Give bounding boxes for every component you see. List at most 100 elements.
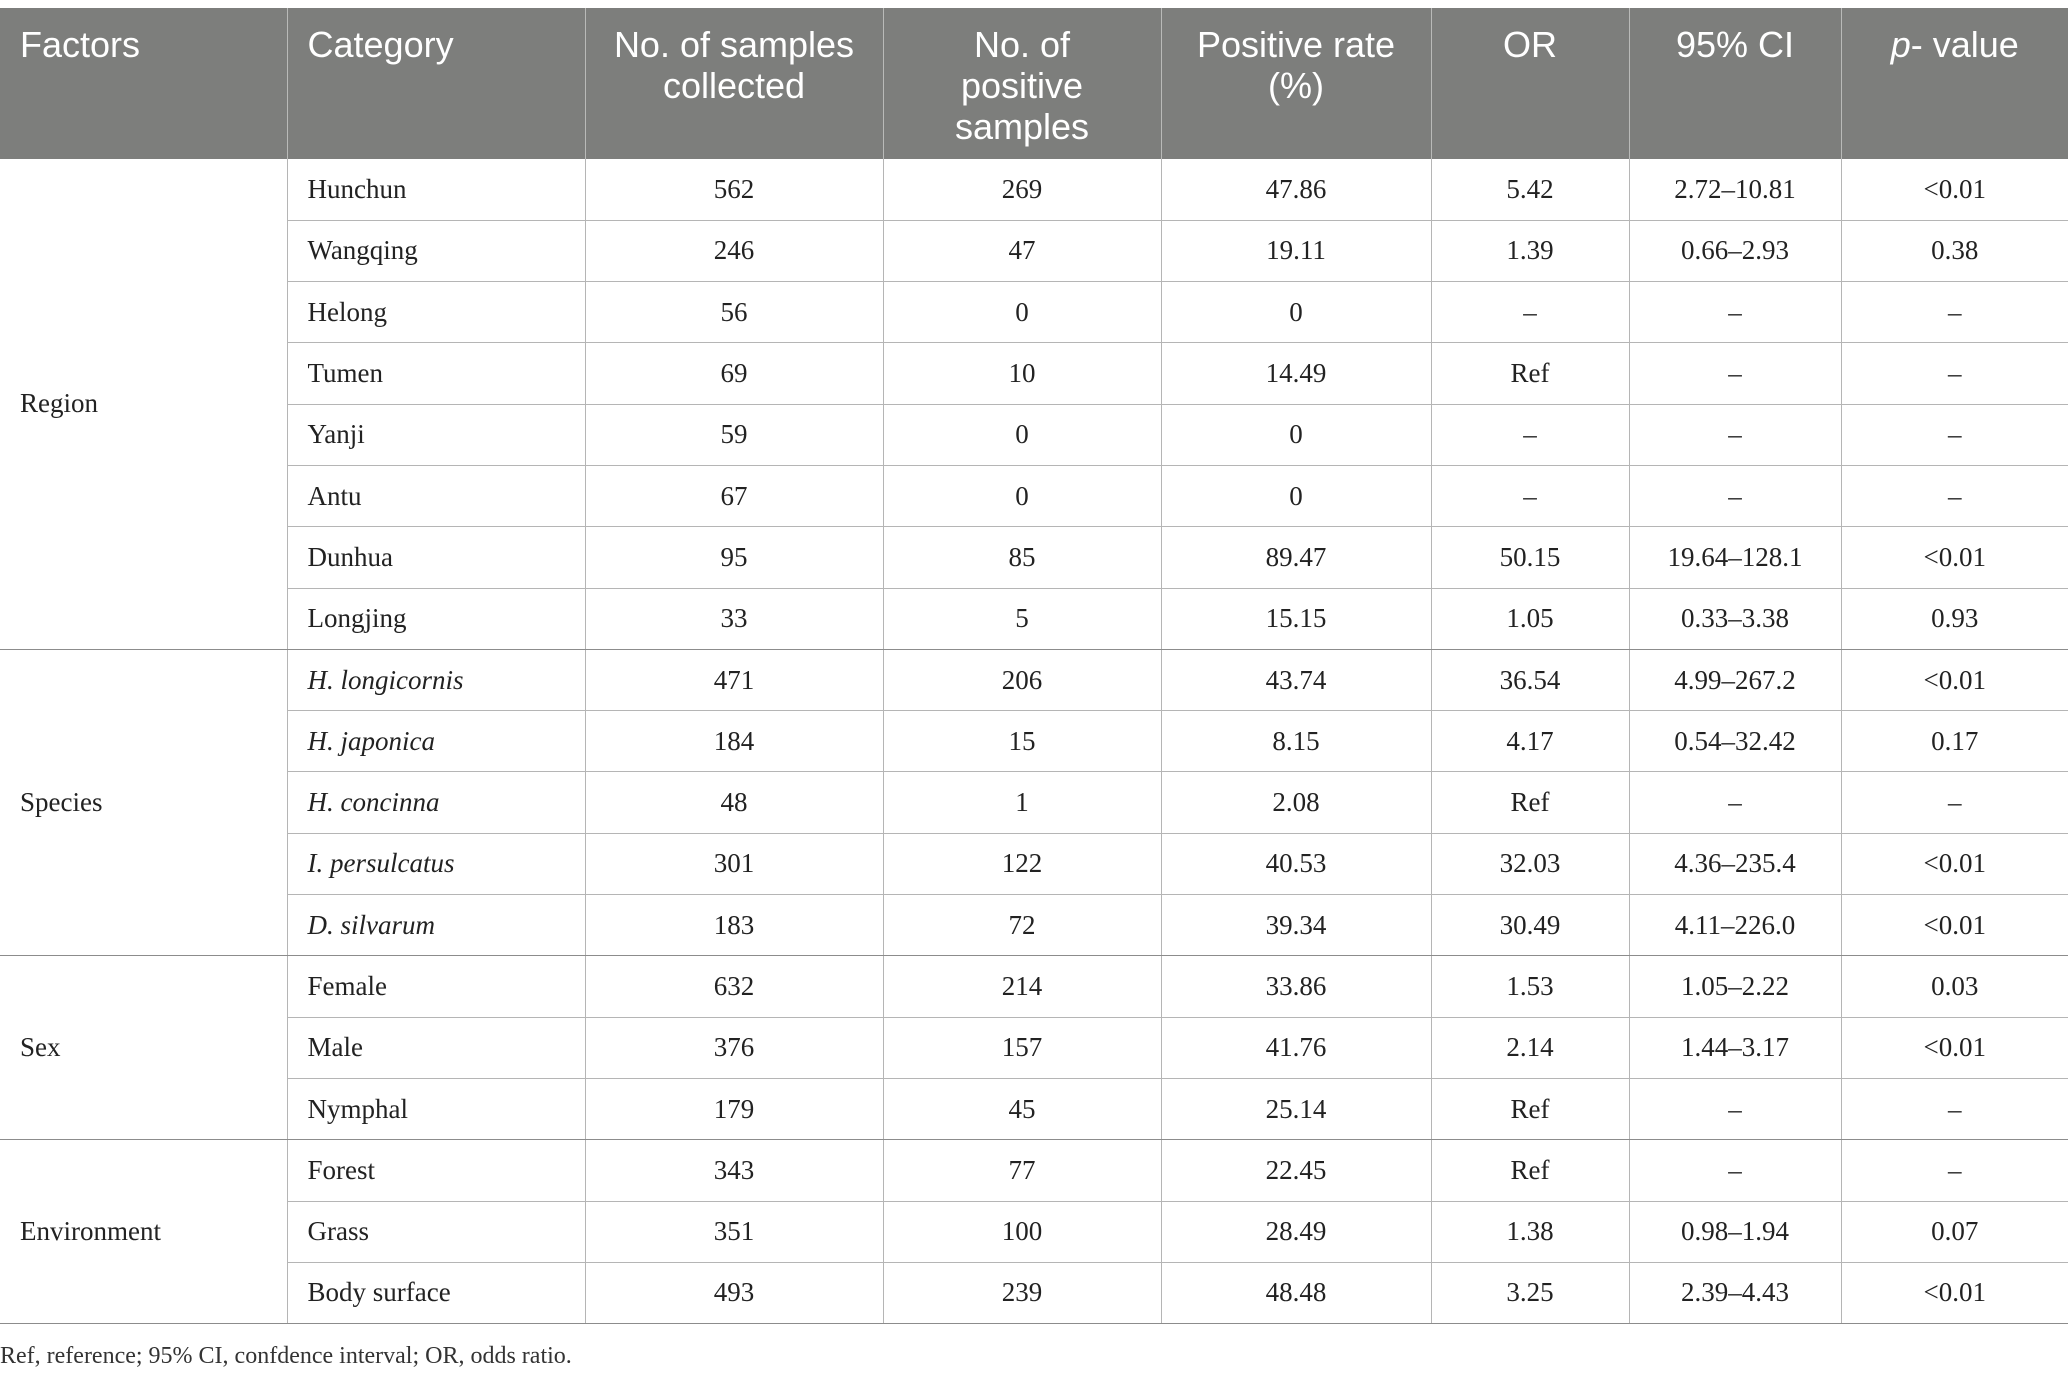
- cell-odds-ratio: 36.54: [1431, 649, 1630, 712]
- header-factors: Factors: [0, 8, 288, 159]
- cell-positive-samples: 15: [883, 710, 1162, 773]
- cell-confidence-interval: 4.99–267.2: [1629, 649, 1842, 712]
- cell-positive-rate: 43.74: [1161, 649, 1432, 712]
- table-row: Nymphal 179 45 25.14 Ref – –: [0, 1078, 2068, 1141]
- cell-p-value: –: [1841, 1078, 2068, 1141]
- cell-positive-samples: 206: [883, 649, 1162, 712]
- cell-samples-collected: 69: [585, 342, 884, 405]
- cell-category: Grass: [287, 1201, 586, 1263]
- data-table-wrapper: Factors Category No. of samples collecte…: [0, 8, 2068, 1325]
- cell-p-value: –: [1841, 1139, 2068, 1202]
- cell-positive-rate: 15.15: [1161, 588, 1432, 650]
- table-row: Sex Female 632 214 33.86 1.53 1.05–2.22 0.03: [0, 955, 2068, 1141]
- cell-p-value: –: [1841, 342, 2068, 405]
- table-row: H. japonica 184 15 8.15 4.17 0.54–32.42 0.17: [0, 710, 2068, 773]
- cell-confidence-interval: 0.98–1.94: [1629, 1201, 1842, 1263]
- table-row: D. silvarum 183 72 39.34 30.49 4.11–226.0 <0.0…: [0, 894, 2068, 957]
- cell-p-value: <0.01: [1841, 1262, 2068, 1325]
- cell-category: Body surface: [287, 1262, 586, 1325]
- cell-samples-collected: 59: [585, 404, 884, 466]
- table-footnote: Ref, reference; 95% CI, confdence interv…: [0, 1343, 572, 1369]
- cell-positive-samples: 239: [883, 1262, 1162, 1325]
- table-header: Factors Category No. of samples collecte…: [0, 8, 2068, 159]
- table-row: Wangqing 246 47 19.11 1.39 0.66–2.93 0.38: [0, 220, 2068, 283]
- table-row: Male 376 157 41.76 2.14 1.44–3.17 <0.01: [0, 1017, 2068, 1079]
- cell-positive-rate: 41.76: [1161, 1017, 1432, 1079]
- cell-confidence-interval: 1.44–3.17: [1629, 1017, 1842, 1079]
- cell-p-value: –: [1841, 465, 2068, 528]
- cell-confidence-interval: 19.64–128.1: [1629, 526, 1842, 589]
- cell-odds-ratio: 50.15: [1431, 526, 1630, 589]
- cell-category: Wangqing: [287, 220, 586, 283]
- cell-positive-samples: 10: [883, 342, 1162, 405]
- risk-factors-table: Factors Category No. of samples collecte…: [0, 8, 2068, 1325]
- cell-odds-ratio: –: [1431, 404, 1630, 466]
- cell-category: Nymphal: [287, 1078, 586, 1141]
- cell-positive-rate: 89.47: [1161, 526, 1432, 589]
- cell-category: H. japonica: [287, 710, 586, 773]
- cell-samples-collected: 184: [585, 710, 884, 773]
- cell-positive-rate: 28.49: [1161, 1201, 1432, 1263]
- cell-odds-ratio: 2.14: [1431, 1017, 1630, 1079]
- cell-positive-samples: 100: [883, 1201, 1162, 1263]
- cell-category: Tumen: [287, 342, 586, 405]
- cell-positive-rate: 14.49: [1161, 342, 1432, 405]
- cell-category: Dunhua: [287, 526, 586, 589]
- cell-category: Forest: [287, 1139, 586, 1202]
- cell-samples-collected: 493: [585, 1262, 884, 1325]
- cell-odds-ratio: –: [1431, 281, 1630, 344]
- table-row: H. concinna 48 1 2.08 Ref – –: [0, 771, 2068, 834]
- cell-category: Antu: [287, 465, 586, 528]
- cell-category: H. longicornis: [287, 649, 586, 712]
- cell-confidence-interval: 2.72–10.81: [1629, 159, 1842, 221]
- cell-positive-rate: 0: [1161, 404, 1432, 466]
- header-samples-collected: No. of samples collected: [585, 8, 884, 159]
- cell-samples-collected: 179: [585, 1078, 884, 1141]
- cell-confidence-interval: 2.39–4.43: [1629, 1262, 1842, 1325]
- cell-odds-ratio: 3.25: [1431, 1262, 1630, 1325]
- cell-odds-ratio: Ref: [1431, 771, 1630, 834]
- cell-samples-collected: 471: [585, 649, 884, 712]
- cell-positive-samples: 72: [883, 894, 1162, 957]
- cell-odds-ratio: Ref: [1431, 1139, 1630, 1202]
- cell-positive-samples: 5: [883, 588, 1162, 650]
- cell-positive-rate: 25.14: [1161, 1078, 1432, 1141]
- cell-category: Female: [287, 955, 586, 1018]
- cell-odds-ratio: Ref: [1431, 342, 1630, 405]
- header-row: Factors Category No. of samples collecte…: [0, 8, 2068, 159]
- cell-category: Yanji: [287, 404, 586, 466]
- table-row: Antu 67 0 0– – –: [0, 465, 2068, 528]
- cell-positive-samples: 1: [883, 771, 1162, 834]
- cell-factor: Region: [0, 159, 288, 650]
- cell-confidence-interval: –: [1629, 1078, 1842, 1141]
- cell-positive-samples: 0: [883, 404, 1162, 466]
- cell-positive-samples: 85: [883, 526, 1162, 589]
- table-row: I. persulcatus 301 122 40.53 32.03 4.36–235.4…: [0, 833, 2068, 896]
- cell-category: Helong: [287, 281, 586, 344]
- cell-positive-rate: 33.86: [1161, 955, 1432, 1018]
- cell-odds-ratio: 32.03: [1431, 833, 1630, 896]
- header-confidence-interval: 95% CI: [1629, 8, 1842, 159]
- cell-positive-samples: 0: [883, 465, 1162, 528]
- cell-positive-samples: 122: [883, 833, 1162, 896]
- header-p-letter: p: [1890, 24, 1911, 65]
- cell-category: Longjing: [287, 588, 586, 650]
- table-row: Helong 56 0 0– – –: [0, 281, 2068, 344]
- cell-confidence-interval: –: [1629, 281, 1842, 344]
- cell-positive-rate: 22.45: [1161, 1139, 1432, 1202]
- cell-positive-rate: 40.53: [1161, 833, 1432, 896]
- cell-category: H. concinna: [287, 771, 586, 834]
- cell-p-value: –: [1841, 404, 2068, 466]
- cell-p-value: 0.38: [1841, 220, 2068, 283]
- cell-samples-collected: 33: [585, 588, 884, 650]
- header-odds-ratio: OR: [1431, 8, 1630, 159]
- header-positive-samples: No. of positive samples: [883, 8, 1162, 159]
- cell-odds-ratio: 1.39: [1431, 220, 1630, 283]
- cell-positive-rate: 47.86: [1161, 159, 1432, 221]
- cell-samples-collected: 351: [585, 1201, 884, 1263]
- cell-samples-collected: 183: [585, 894, 884, 957]
- cell-positive-samples: 47: [883, 220, 1162, 283]
- table-row: Tumen 69 10 14.49 Ref – –: [0, 342, 2068, 405]
- cell-positive-rate: 39.34: [1161, 894, 1432, 957]
- cell-p-value: 0.17: [1841, 710, 2068, 773]
